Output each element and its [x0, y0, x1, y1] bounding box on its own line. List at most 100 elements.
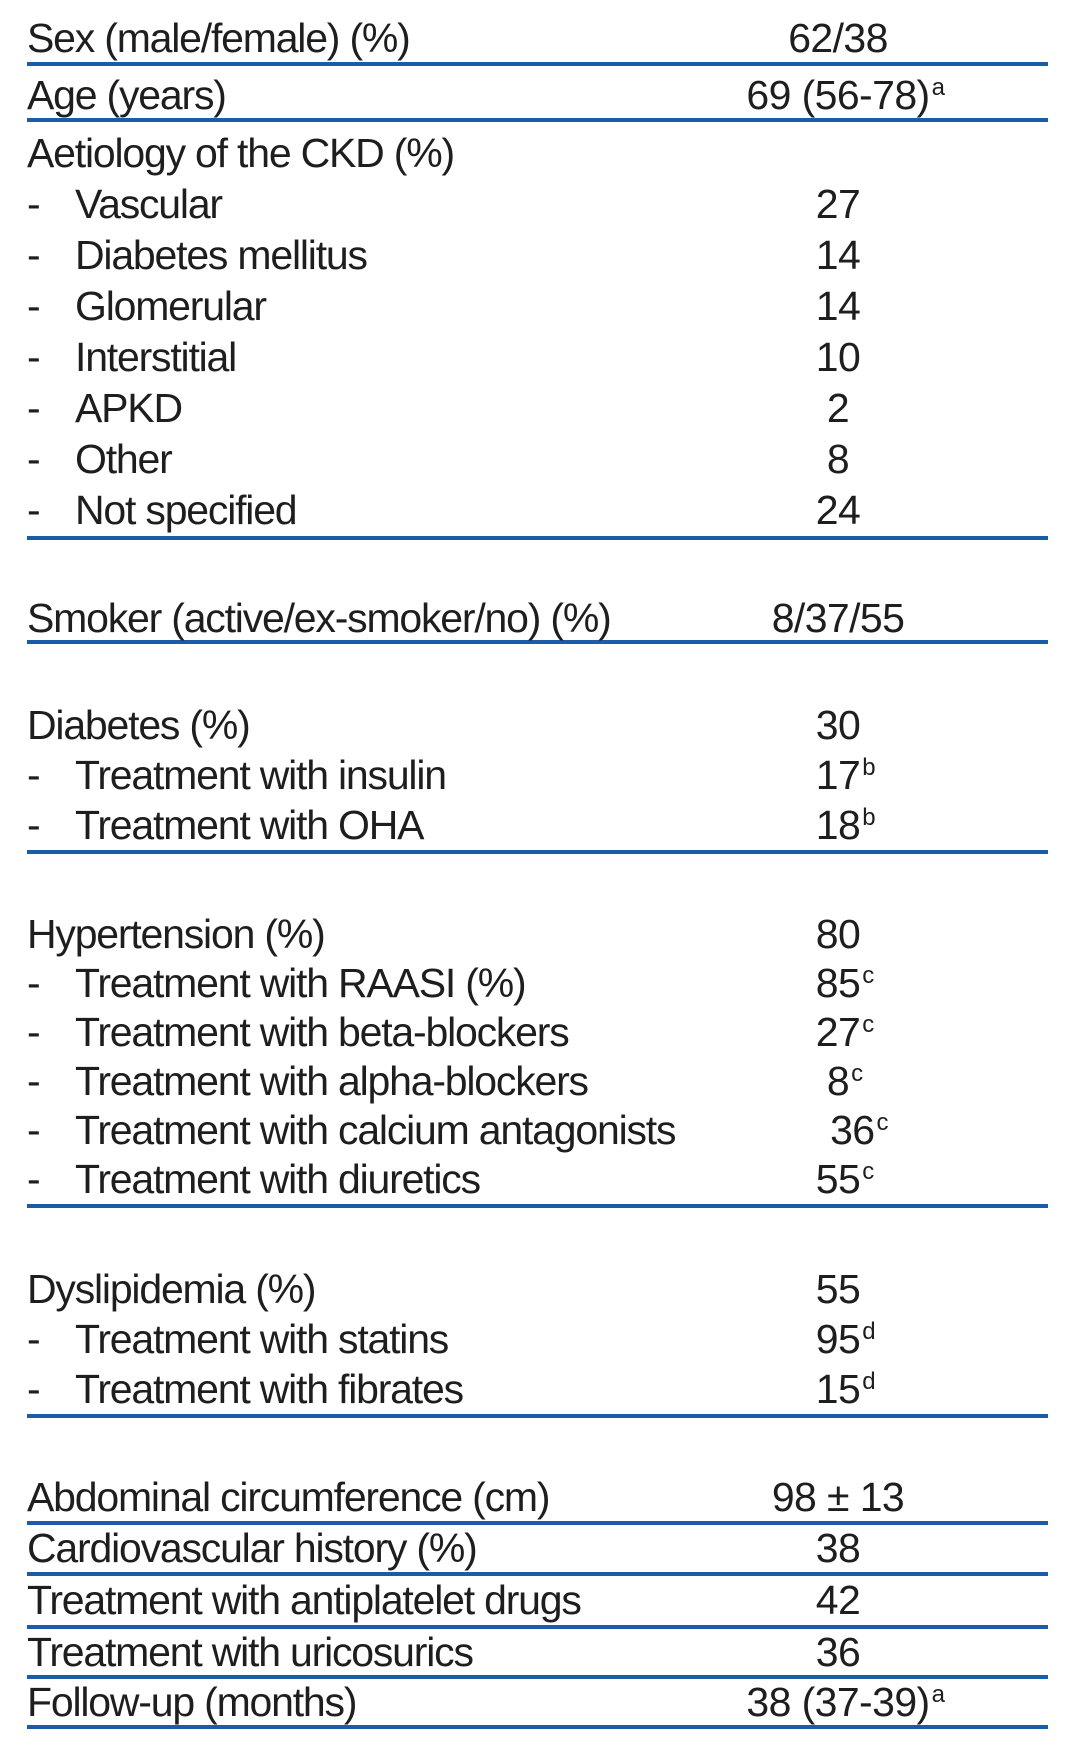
row-value-cell: 17 b — [815, 751, 876, 798]
table-row: - APKD 2 — [27, 383, 1015, 434]
dash-bullet: - — [27, 1058, 41, 1104]
row-label: Treatment with antiplatelet drugs — [27, 1577, 582, 1623]
dash-bullet: - — [27, 1009, 41, 1055]
row-label-cell: - Not specified — [27, 490, 661, 531]
row-label-cell: - Treatment with beta-blockers — [27, 1012, 661, 1053]
row-value: 36 — [830, 1107, 875, 1153]
row-label: Diabetes mellitus — [75, 232, 368, 278]
row-label: Treatment with diuretics — [75, 1156, 481, 1202]
table-row: Aetiology of the CKD (%) — [27, 128, 1015, 179]
dash-bullet: - — [27, 751, 41, 798]
table-row: - Glomerular 14 — [27, 281, 1015, 332]
row-value-cell: 98 ± 13 — [661, 1477, 1015, 1518]
table-row: - Interstitial 10 — [27, 332, 1015, 383]
row-value: 36 — [815, 1628, 861, 1675]
table-row: - Treatment with beta-blockers 27 c — [27, 1008, 1015, 1057]
row-label-cell: - Treatment with insulin — [27, 751, 661, 798]
table-row: Abdominal circumference (cm) 98 ± 13 — [27, 1474, 1015, 1521]
row-value: 8 — [826, 436, 850, 482]
table-row: - Diabetes mellitus 14 — [27, 230, 1015, 281]
dash-bullet: - — [27, 181, 41, 227]
row-value: 8/37/55 — [771, 594, 905, 641]
row-label: Follow-up (months) — [27, 1678, 357, 1725]
row-label: Hypertension (%) — [27, 911, 326, 957]
table-row: - Treatment with fibrates 15 d — [27, 1364, 1015, 1414]
table-section: Smoker (active/ex-smoker/no) (%) 8/37/55 — [27, 596, 1048, 644]
dash-bullet: - — [27, 801, 41, 848]
table-section: Sex (male/female) (%) 62/38 — [27, 0, 1048, 66]
table-row: - Treatment with diuretics 55 c — [27, 1155, 1015, 1204]
table-row: Diabetes (%) 30 — [27, 700, 1015, 750]
row-value-cell: 14 — [661, 235, 1015, 276]
table-section: Abdominal circumference (cm) 98 ± 13 — [27, 1474, 1048, 1525]
row-value-cell: 42 — [661, 1580, 1015, 1621]
row-label: Diabetes (%) — [27, 701, 251, 748]
table-row: Follow-up (months) 38 (37-39) a — [27, 1679, 1015, 1725]
table-row: Treatment with antiplatelet drugs 42 — [27, 1576, 1015, 1625]
table-row: - Treatment with statins 95 d — [27, 1314, 1015, 1364]
row-label: Age (years) — [27, 71, 227, 118]
row-value: 27 — [815, 1009, 861, 1055]
table-section: Treatment with antiplatelet drugs 42 — [27, 1576, 1048, 1629]
dash-bullet: - — [27, 487, 41, 533]
row-label-cell: - Interstitial — [27, 337, 661, 378]
row-value-cell: 85 c — [815, 960, 875, 1006]
row-value-cell: 36 c — [830, 1107, 889, 1153]
table-row: - Treatment with OHA 18 b — [27, 800, 1015, 850]
row-label: Sex (male/female) (%) — [27, 14, 411, 61]
row-label: Vascular — [75, 181, 223, 227]
table-row: - Treatment with RAASI (%) 85 c — [27, 959, 1015, 1008]
dash-bullet: - — [27, 232, 41, 278]
row-label: Not specified — [75, 487, 298, 533]
row-label-cell: - Other — [27, 439, 661, 480]
row-value-cell: 10 — [661, 337, 1015, 378]
row-value: 27 — [815, 181, 861, 227]
table-section: Aetiology of the CKD (%) - Vascular 27 -D… — [27, 122, 1048, 540]
row-value-cell: 8/37/55 — [661, 594, 1015, 641]
row-value: 30 — [815, 701, 861, 748]
row-label: Treatment with OHA — [75, 801, 424, 848]
row-value: 95 — [815, 1315, 861, 1362]
table-section: Hypertension (%) 80 - Treatment with RAAS… — [27, 910, 1048, 1208]
row-value: 14 — [815, 232, 861, 278]
row-value: 24 — [815, 487, 861, 533]
row-label-cell: - Treatment with RAASI (%) — [27, 963, 661, 1004]
dash-bullet: - — [27, 1315, 41, 1362]
row-value: 42 — [815, 1577, 861, 1623]
row-value: 38 — [815, 1525, 861, 1571]
table-row: - Treatment with insulin 17 b — [27, 750, 1015, 800]
row-label: Treatment with calcium antagonists — [75, 1107, 676, 1153]
dash-bullet: - — [27, 334, 41, 380]
table-row: Age (years) 69 (56-78) a — [27, 72, 1015, 118]
row-label-cell: - Treatment with fibrates — [27, 1365, 661, 1412]
row-label: Dyslipidemia (%) — [27, 1265, 317, 1312]
row-label: Treatment with alpha-blockers — [75, 1058, 589, 1104]
row-label-cell: - Treatment with statins — [27, 1315, 661, 1362]
table-section: Diabetes (%) 30 - Treatment with insulin … — [27, 700, 1048, 854]
row-label: Treatment with beta-blockers — [75, 1009, 570, 1055]
table-row: - Not specified 24 — [27, 485, 1015, 536]
row-label: Treatment with fibrates — [75, 1365, 464, 1412]
row-value: 10 — [815, 334, 861, 380]
row-value-cell: 2 — [661, 388, 1015, 429]
row-value: 85 — [815, 960, 861, 1006]
row-value-cell: 30 — [661, 701, 1015, 748]
row-value-cell: 69 (56-78) a — [746, 71, 945, 118]
row-value-cell: 62/38 — [661, 17, 1015, 59]
table-row: - Vascular 27 — [27, 179, 1015, 230]
row-value-cell: 36 — [661, 1628, 1015, 1675]
table-section: Cardiovascular history (%) 38 — [27, 1525, 1048, 1576]
row-value-cell: 95 d — [815, 1315, 876, 1362]
dash-bullet: - — [27, 960, 41, 1006]
table-section: Age (years) 69 (56-78) a — [27, 66, 1048, 122]
row-label-cell: - Treatment with alpha-blockers — [27, 1061, 661, 1102]
row-value: 80 — [815, 911, 861, 957]
row-label: Aetiology of the CKD (%) — [27, 130, 455, 176]
row-label: Other — [75, 436, 173, 482]
row-label: Treatment with uricosurics — [27, 1628, 474, 1675]
table-row: Cardiovascular history (%) 38 — [27, 1525, 1015, 1572]
row-value-cell: 18 b — [815, 801, 876, 848]
table-row: Sex (male/female) (%) 62/38 — [27, 14, 1015, 62]
table-row: - Other 8 — [27, 434, 1015, 485]
row-value-cell: 8 c — [826, 1058, 864, 1104]
